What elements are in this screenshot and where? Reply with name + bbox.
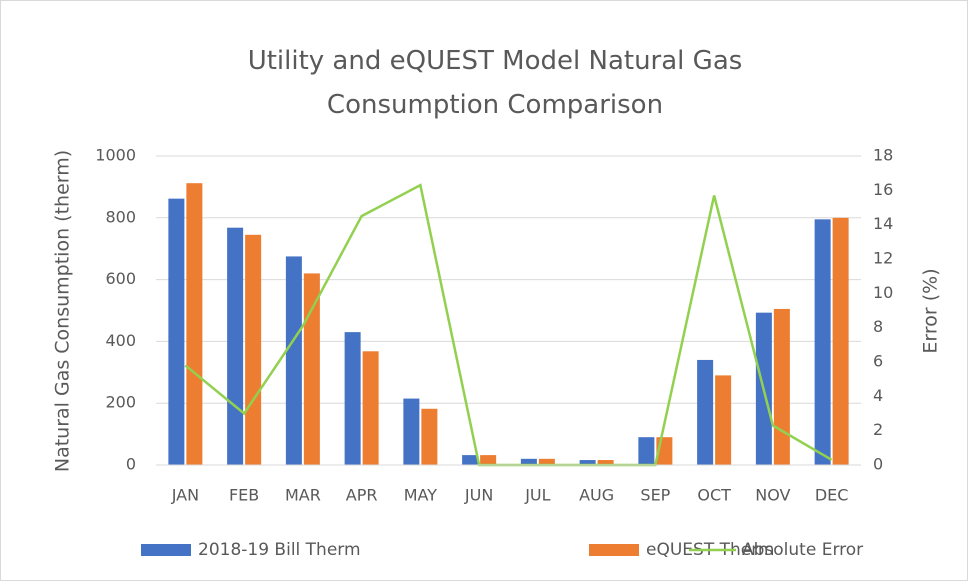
bar	[245, 234, 262, 465]
bar	[597, 460, 614, 465]
bar	[421, 408, 438, 465]
bar	[538, 458, 555, 465]
y-tick-label: 0	[126, 455, 136, 474]
y-tick-label: 1000	[95, 146, 136, 165]
legend-swatch	[141, 544, 191, 556]
bar	[186, 183, 203, 465]
chart-title: Utility and eQUEST Model Natural Gas Con…	[247, 46, 743, 120]
x-tick-label: APR	[346, 486, 378, 505]
x-tick-label: OCT	[697, 486, 731, 505]
bar	[362, 351, 379, 465]
bar	[579, 460, 596, 465]
y-tick-label: 800	[105, 207, 136, 226]
y2-tick-label: 6	[873, 352, 883, 371]
x-tick-label: JUN	[464, 486, 493, 505]
y2-axis-title: Error (%)	[920, 268, 942, 353]
x-tick-label: SEP	[640, 486, 670, 505]
legend-swatch	[589, 544, 639, 556]
bar	[715, 375, 732, 465]
bar	[285, 256, 302, 465]
y2-tick-label: 16	[873, 180, 893, 199]
bar	[227, 227, 244, 465]
y2-tick-label: 14	[873, 214, 893, 233]
bar	[697, 359, 714, 465]
y2-tick-label: 4	[873, 386, 883, 405]
y2-tick-label: 8	[873, 317, 883, 336]
legend-label: Absolute Error	[742, 540, 863, 560]
y2-tick-label: 18	[873, 146, 893, 165]
x-tick-label: NOV	[755, 486, 790, 505]
y-tick-label: 600	[105, 269, 136, 288]
x-tick-label: FEB	[229, 486, 259, 505]
bar	[480, 455, 497, 465]
bar	[773, 308, 790, 465]
y2-tick-label: 10	[873, 283, 893, 302]
bar	[303, 273, 320, 465]
bar	[344, 332, 361, 465]
bar	[403, 398, 420, 465]
bar	[832, 217, 849, 465]
bar	[462, 455, 479, 465]
x-tick-label: DEC	[815, 486, 849, 505]
bar	[814, 219, 831, 465]
bar	[168, 198, 185, 465]
y2-tick-label: 12	[873, 249, 893, 268]
x-tick-label: MAY	[404, 486, 438, 505]
x-tick-label: AUG	[579, 486, 614, 505]
legend-label: 2018-19 Bill Therm	[198, 540, 361, 560]
x-tick-label: JUL	[524, 486, 550, 505]
y-axis-title: Natural Gas Consumption (therm)	[52, 150, 74, 472]
line-series	[184, 183, 833, 467]
y2-tick-label: 0	[873, 455, 883, 474]
y-tick-label: 400	[105, 331, 136, 350]
bar	[638, 437, 655, 465]
bar	[520, 458, 537, 465]
y2-tick-label: 2	[873, 420, 883, 439]
x-tick-label: JAN	[171, 486, 199, 505]
y-tick-label: 200	[105, 393, 136, 412]
x-tick-label: MAR	[285, 486, 321, 505]
